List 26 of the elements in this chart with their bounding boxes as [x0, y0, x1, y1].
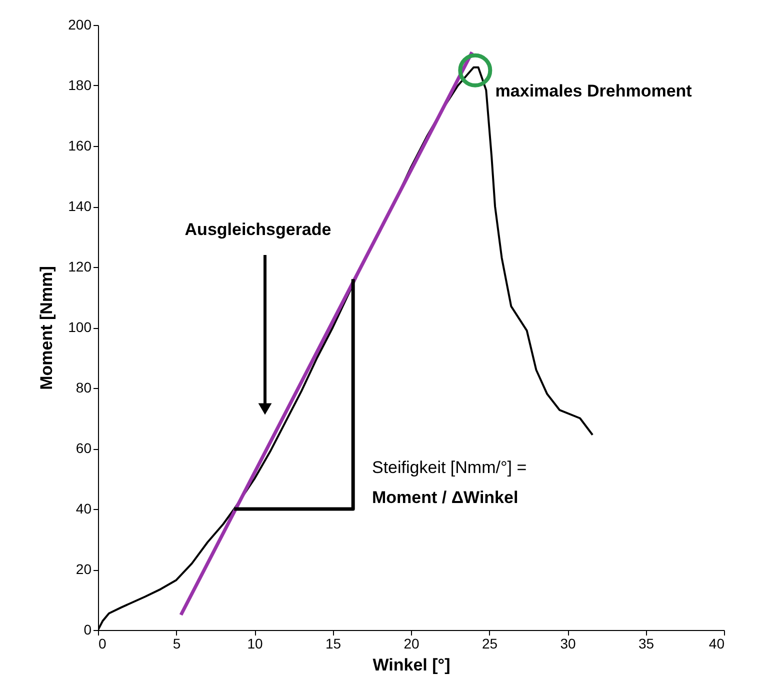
annotation: Steifigkeit [Nmm/°] =: [372, 458, 527, 477]
x-tick-label: 10: [247, 636, 263, 652]
x-tick-label: 0: [98, 636, 106, 652]
annotation: Ausgleichsgerade: [184, 220, 332, 239]
y-tick-label: 120: [68, 258, 92, 274]
y-tick-label: 20: [76, 561, 92, 577]
x-tick-label: 35: [638, 636, 654, 652]
y-tick-label: 180: [68, 77, 92, 93]
y-tick-label: 100: [68, 319, 92, 335]
y-axis-title: Moment [Nmm]: [37, 266, 56, 390]
y-tick-label: 40: [76, 500, 92, 516]
x-tick-label: 20: [404, 636, 420, 652]
y-tick-label: 200: [68, 16, 92, 32]
x-tick-label: 30: [560, 636, 576, 652]
x-tick-label: 25: [482, 636, 498, 652]
x-tick-label: 5: [172, 636, 181, 652]
y-tick-label: 160: [68, 138, 92, 154]
annotation: Moment / ΔWinkel: [372, 488, 518, 507]
x-tick-label: 40: [708, 636, 725, 652]
x-tick-label: 15: [325, 636, 342, 652]
y-tick-label: 0: [84, 622, 92, 638]
y-tick-label: 140: [68, 198, 92, 214]
y-tick-label: 80: [76, 380, 92, 396]
x-axis-title: Winkel [°]: [372, 656, 450, 674]
y-tick-label: 60: [76, 440, 92, 456]
annotation: maximales Drehmoment: [495, 81, 692, 100]
